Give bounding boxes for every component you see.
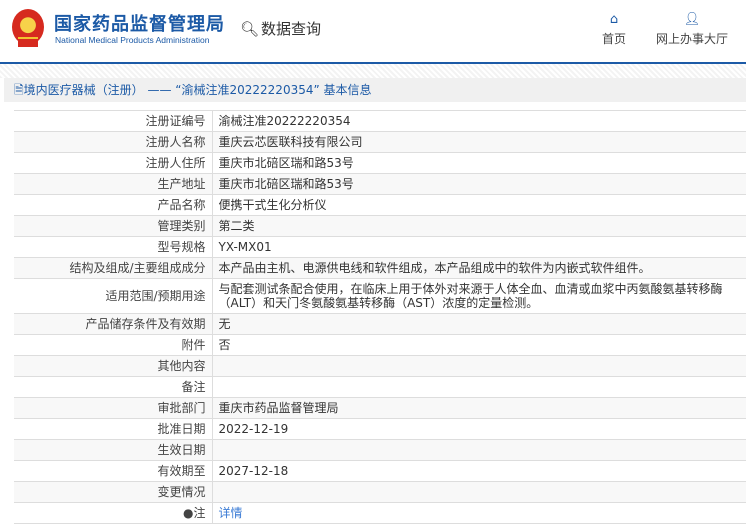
field-value: YX-MX01 [212, 236, 746, 258]
brand-name-en: National Medical Products Administration [55, 35, 210, 45]
field-value: 重庆市北碚区瑞和路53号 [212, 152, 746, 174]
field-label: 产品名称 [14, 194, 213, 216]
field-label: 产品储存条件及有效期 [14, 313, 213, 335]
field-label: 型号规格 [14, 236, 213, 258]
nav-online-service-hall[interactable]: 👤︎ 网上办事大厅 [656, 12, 729, 46]
field-label: 注册证编号 [14, 110, 213, 132]
field-value: 否 [212, 334, 746, 356]
home-icon: ⌂ [609, 12, 619, 27]
field-label: 备注 [14, 376, 213, 398]
field-label: 有效期至 [14, 460, 213, 482]
national-emblem-logo [12, 9, 44, 47]
field-value: 2027-12-18 [212, 460, 746, 482]
table-row: 备注 [14, 376, 746, 398]
table-row: 产品名称 便携干式生化分析仪 [14, 194, 746, 216]
table-row: 生产地址 重庆市北碚区瑞和路53号 [14, 173, 746, 195]
field-value: 本产品由主机、电源供电线和软件组成，本产品组成中的软件为内嵌式软件组件。 [212, 257, 746, 279]
field-label: 变更情况 [14, 481, 213, 503]
field-value: 2022-12-19 [212, 418, 746, 440]
field-value: 便携干式生化分析仪 [212, 194, 746, 216]
table-row: 批准日期 2022-12-19 [14, 418, 746, 440]
nav-home[interactable]: ⌂ 首页 [602, 12, 627, 46]
field-value [212, 355, 746, 377]
table-row: 适用范围/预期用途 与配套测试条配合使用，在临床上用于体外对来源于人体全血、血清或… [14, 278, 746, 314]
field-label: 注册人名称 [14, 131, 213, 153]
field-label: 适用范围/预期用途 [14, 278, 213, 314]
table-row: 审批部门 重庆市药品监督管理局 [14, 397, 746, 419]
field-value [212, 481, 746, 503]
table-row: 变更情况 [14, 481, 746, 503]
field-label: 批准日期 [14, 418, 213, 440]
table-row: 型号规格 YX-MX01 [14, 236, 746, 258]
table-row: 管理类别 第二类 [14, 215, 746, 237]
table-row: 注册证编号 渝械注准20222220354 [14, 110, 746, 132]
table-row: 结构及组成/主要组成成分 本产品由主机、电源供电线和软件组成，本产品组成中的软件为… [14, 257, 746, 279]
field-label: 生效日期 [14, 439, 213, 461]
field-label: 管理类别 [14, 215, 213, 237]
site-header: 国家药品监督管理局 National Medical Products Admi… [0, 0, 746, 64]
user-icon: 👤︎ [683, 12, 701, 27]
brand-name[interactable]: 国家药品监督管理局 [54, 14, 225, 35]
table-row: 生效日期 [14, 439, 746, 461]
field-label: 结构及组成/主要组成成分 [14, 257, 213, 279]
table-row: 注册人名称 重庆云芯医联科技有限公司 [14, 131, 746, 153]
field-label: 生产地址 [14, 173, 213, 195]
table-row: 产品储存条件及有效期无 [14, 313, 746, 335]
field-value [212, 439, 746, 461]
table-row: 附件否 [14, 334, 746, 356]
data-query-link[interactable]: 🔍︎ 数据查询 [240, 19, 322, 39]
details-link[interactable]: 详情 [218, 506, 243, 520]
note-label-cell: ●注 [14, 502, 213, 524]
field-value: 重庆市北碚区瑞和路53号 [212, 173, 746, 195]
divider [0, 64, 746, 78]
table-row-note: ●注 详情 [14, 502, 746, 524]
pin-icon: ● [183, 506, 194, 520]
field-value: 无 [212, 313, 746, 335]
field-label: 其他内容 [14, 355, 213, 377]
document-icon: 🗎 [14, 83, 24, 97]
note-value-cell: 详情 [212, 502, 746, 524]
page-title: 🗎境内医疗器械（注册） —— “渝械注准20222220354” 基本信息 [4, 78, 746, 102]
table-row: 有效期至 2027-12-18 [14, 460, 746, 482]
field-value: 与配套测试条配合使用，在临床上用于体外对来源于人体全血、血清或血浆中丙氨酸氨基转… [212, 278, 746, 314]
field-value: 重庆市药品监督管理局 [212, 397, 746, 419]
field-value: 重庆云芯医联科技有限公司 [212, 131, 746, 153]
table-row: 注册人住所 重庆市北碚区瑞和路53号 [14, 152, 746, 174]
table-row: 其他内容 [14, 355, 746, 377]
field-value: 渝械注准20222220354 [212, 110, 746, 132]
field-label: 附件 [14, 334, 213, 356]
field-value [212, 376, 746, 398]
note-label: 注 [193, 506, 206, 520]
field-value: 第二类 [212, 215, 746, 237]
field-label: 审批部门 [14, 397, 213, 419]
detail-panel: 🗎境内医疗器械（注册） —— “渝械注准20222220354” 基本信息 注册… [4, 78, 746, 528]
document-search-icon: 🔍︎ [240, 19, 260, 38]
detail-table: 注册证编号 渝械注准20222220354 注册人名称 重庆云芯医联科技有限公司 注册人… [14, 110, 746, 524]
field-label: 注册人住所 [14, 152, 213, 174]
